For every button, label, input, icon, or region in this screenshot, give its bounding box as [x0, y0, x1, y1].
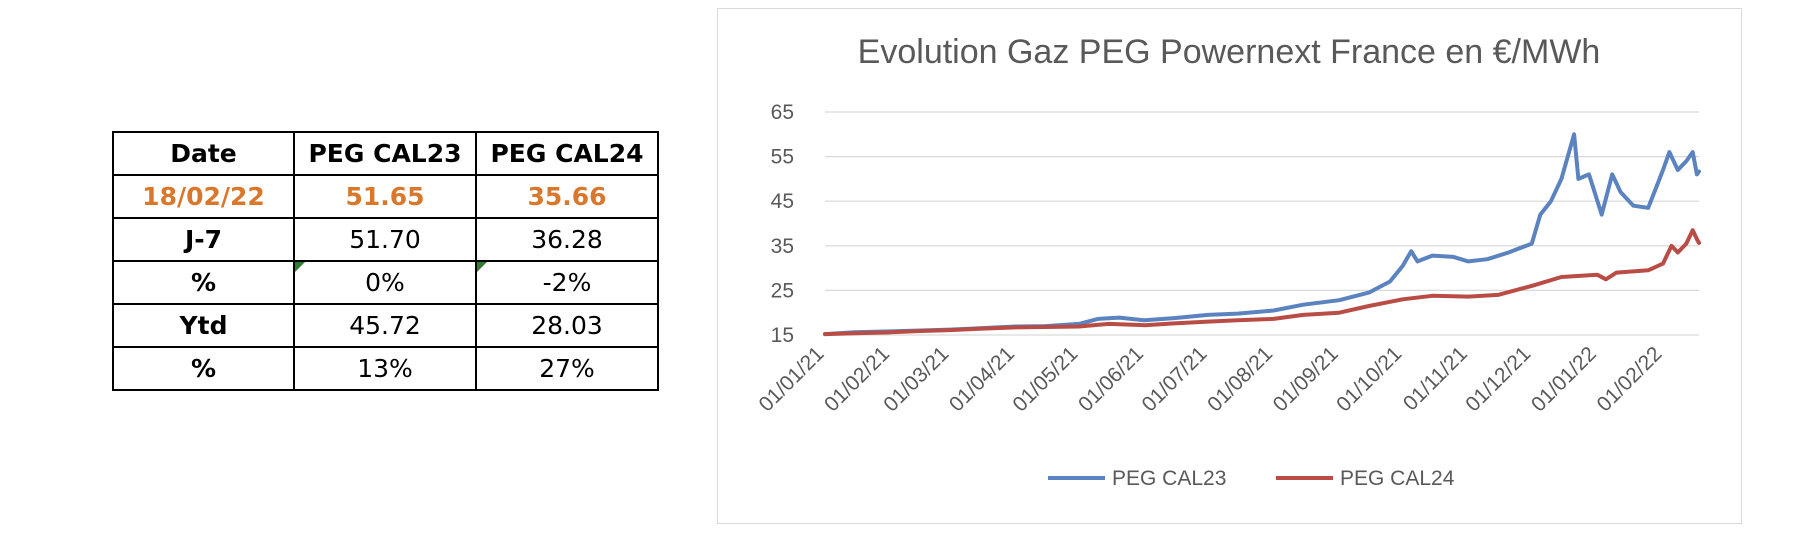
row-label-cell: %: [112, 346, 295, 391]
y-tick-label: 45: [771, 190, 794, 213]
price-chart: Evolution Gaz PEG Powernext France en €/…: [717, 8, 1742, 524]
x-tick-label: 01/02/22: [1592, 342, 1666, 416]
cal23-latest-cell: 51.65: [293, 174, 477, 219]
header-cal24: PEG CAL24: [475, 131, 659, 176]
cal23-weekly-change-cell: 0%: [293, 260, 477, 305]
header-date: Date: [112, 131, 295, 176]
x-tick-label: 01/07/21: [1138, 342, 1212, 416]
y-tick-label: 65: [771, 101, 794, 124]
row-label-cell: Ytd: [112, 303, 295, 348]
x-tick-label: 01/09/21: [1269, 342, 1343, 416]
row-label-cell: %: [112, 260, 295, 305]
table-header-row: Date PEG CAL23 PEG CAL24: [112, 131, 659, 176]
series-line-1: [823, 132, 1701, 337]
legend-label: PEG CAL24: [1340, 467, 1455, 490]
y-tick-label: 55: [771, 146, 794, 169]
cal24-latest-cell: 35.66: [475, 174, 659, 219]
cal24-ytd-change-cell: 27%: [475, 346, 659, 391]
row-label-cell: J-7: [112, 217, 295, 262]
x-tick-label: 01/01/22: [1527, 342, 1601, 416]
row-date-cell: 18/02/22: [112, 174, 295, 219]
y-tick-label: 15: [771, 324, 794, 347]
chart-canvas: Evolution Gaz PEG Powernext France en €/…: [754, 33, 1701, 490]
table-row-ytd: Ytd 45.72 28.03: [112, 303, 659, 348]
x-tick-label: 01/04/21: [945, 342, 1019, 416]
x-tick-label: 01/06/21: [1074, 342, 1148, 416]
cal23-ytd-change-cell: 13%: [293, 346, 477, 391]
header-cal23: PEG CAL23: [293, 131, 477, 176]
x-tick-label: 01/01/21: [754, 342, 828, 416]
table-row-weekly-change: % 0% -2%: [112, 260, 659, 305]
y-tick-label: 25: [771, 279, 794, 302]
legend-label: PEG CAL23: [1112, 467, 1226, 490]
x-tick-label: 01/08/21: [1203, 342, 1277, 416]
y-axis: 15 25 35 45 55 65: [771, 101, 794, 347]
legend: PEG CAL23 PEG CAL24: [1048, 467, 1455, 490]
table-row-j7: J-7 51.70 36.28: [112, 217, 659, 262]
x-tick-label: 01/10/21: [1332, 342, 1406, 416]
x-axis: 01/01/2101/02/2101/03/2101/04/2101/05/21…: [754, 342, 1666, 416]
cal23-ytd-cell: 45.72: [293, 303, 477, 348]
series-line-2: [823, 228, 1701, 337]
x-tick-label: 01/03/21: [879, 342, 953, 416]
cal24-weekly-change-cell: -2%: [475, 260, 659, 305]
cal24-ytd-cell: 28.03: [475, 303, 659, 348]
table-row-ytd-change: % 13% 27%: [112, 346, 659, 391]
y-tick-label: 35: [771, 235, 794, 258]
cal23-j7-cell: 51.70: [293, 217, 477, 262]
x-tick-label: 01/12/21: [1461, 342, 1535, 416]
x-tick-label: 01/02/21: [820, 342, 894, 416]
table-row-latest: 18/02/22 51.65 35.66: [112, 174, 659, 219]
price-table: Date PEG CAL23 PEG CAL24 18/02/22 51.65 …: [112, 131, 659, 391]
grid-layer: [825, 111, 1699, 336]
x-tick-label: 01/11/21: [1399, 342, 1472, 415]
series-layer: [823, 132, 1701, 337]
chart-title: Evolution Gaz PEG Powernext France en €/…: [858, 33, 1601, 71]
cal24-j7-cell: 36.28: [475, 217, 659, 262]
x-tick-label: 01/05/21: [1008, 342, 1082, 416]
